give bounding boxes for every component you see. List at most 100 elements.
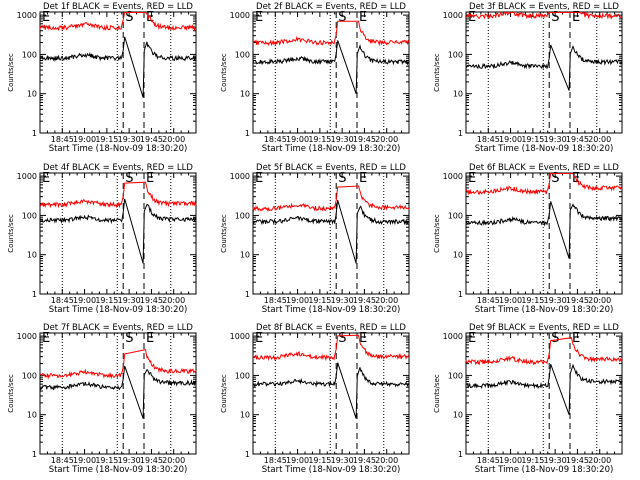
y-tick-label: 1000 [17, 172, 37, 181]
marker-e: E [42, 331, 50, 346]
series-lld-line [39, 349, 197, 380]
x-tick-label: 20:00 [375, 135, 398, 144]
x-axis-label: Start Time (18-Nov-09 18:30:20) [475, 465, 614, 475]
y-tick-label: 10 [453, 411, 463, 420]
y-tick-label: 100 [235, 50, 250, 59]
y-tick-label: 1 [458, 129, 463, 138]
y-tick-label: 1 [32, 129, 37, 138]
y-tick-label: 1000 [443, 11, 463, 20]
x-tick-label: 19:00 [286, 135, 309, 144]
panel-det-6: Det 6f BLACK = Events, RED = LLD 1 10 100 10… [433, 163, 623, 315]
x-tick-label: 19:30 [331, 456, 354, 465]
y-axis-label: Counts/sec [220, 214, 228, 253]
panel-det-4: Det 4f BLACK = Events, RED = LLD 1 10 100 10… [7, 163, 197, 315]
y-tick-label: 1 [32, 290, 37, 299]
y-tick-label: 1 [458, 290, 463, 299]
x-tick-label: 18:45 [264, 456, 287, 465]
y-axis-label: Counts/sec [220, 374, 228, 413]
marker-e: E [42, 171, 50, 186]
panel-det-9: Det 9f BLACK = Events, RED = LLD 1 10 100 10… [433, 323, 623, 475]
y-tick-label: 1000 [443, 332, 463, 341]
panel-det-5: Det 5f BLACK = Events, RED = LLD 1 10 100 10… [220, 163, 410, 315]
x-tick-label: 19:45 [140, 135, 163, 144]
panel-title: Det 5f BLACK = Events, RED = LLD [256, 163, 406, 173]
panel-det-7: Det 7f BLACK = Events, RED = LLD 1 10 100 10… [7, 323, 197, 475]
x-tick-label: 19:00 [499, 135, 522, 144]
series-events-line [465, 363, 623, 415]
x-axis-label: Start Time (18-Nov-09 18:30:20) [262, 305, 401, 315]
y-tick-label: 100 [448, 371, 463, 380]
y-axis-label: Counts/sec [7, 53, 15, 92]
panel-det-3: Det 3f BLACK = Events, RED = LLD 1 10 100 10… [433, 2, 623, 154]
series-events-line [465, 44, 623, 91]
x-tick-label: 19:15 [95, 456, 118, 465]
y-axis-label: Counts/sec [433, 374, 441, 413]
x-tick-label: 18:45 [477, 296, 500, 305]
panel-title: Det 9f BLACK = Events, RED = LLD [469, 323, 619, 333]
panel-title: Det 7f BLACK = Events, RED = LLD [43, 323, 193, 333]
series-events-line [252, 362, 410, 419]
panel-det-8: Det 8f BLACK = Events, RED = LLD 1 10 100 10… [220, 323, 410, 475]
x-tick-label: 19:00 [499, 456, 522, 465]
marker-e: E [146, 171, 154, 186]
marker-e: E [359, 10, 367, 25]
y-tick-label: 1000 [17, 11, 37, 20]
x-tick-label: 19:45 [140, 296, 163, 305]
x-tick-label: 18:45 [264, 135, 287, 144]
series-lld-line [39, 12, 197, 32]
x-tick-label: 19:00 [73, 456, 96, 465]
plot-frame [465, 11, 623, 134]
y-tick-label: 1000 [230, 172, 250, 181]
x-tick-label: 19:30 [118, 296, 141, 305]
plot-frame [465, 172, 623, 295]
y-tick-label: 10 [27, 251, 37, 260]
x-tick-label: 19:15 [521, 296, 544, 305]
x-tick-label: 19:15 [95, 135, 118, 144]
plot-frame [39, 11, 197, 134]
x-axis-label: Start Time (18-Nov-09 18:30:20) [49, 305, 188, 315]
x-tick-label: 19:45 [566, 296, 589, 305]
x-tick-label: 20:00 [162, 296, 185, 305]
marker-e: E [572, 10, 580, 25]
y-tick-label: 1000 [443, 172, 463, 181]
marker-s: S [338, 10, 346, 25]
x-tick-label: 19:00 [286, 296, 309, 305]
marker-s: S [551, 10, 559, 25]
series-events-line [39, 36, 197, 98]
x-tick-label: 19:45 [566, 135, 589, 144]
x-tick-label: 19:15 [95, 296, 118, 305]
marker-s: S [551, 331, 559, 346]
x-tick-label: 19:45 [140, 456, 163, 465]
series-lld-line [252, 20, 410, 47]
y-tick-label: 1 [245, 129, 250, 138]
panel-title: Det 8f BLACK = Events, RED = LLD [256, 323, 406, 333]
x-tick-label: 19:30 [544, 135, 567, 144]
x-tick-label: 19:00 [499, 296, 522, 305]
marker-e: E [468, 171, 476, 186]
series-lld-line [465, 11, 623, 20]
series-lld-line [252, 334, 410, 362]
marker-e: E [255, 10, 263, 25]
y-tick-label: 10 [240, 251, 250, 260]
plot-frame [39, 332, 197, 455]
x-tick-label: 19:15 [308, 296, 331, 305]
y-tick-label: 100 [448, 50, 463, 59]
marker-s: S [338, 171, 346, 186]
x-axis-label: Start Time (18-Nov-09 18:30:20) [475, 144, 614, 154]
y-tick-label: 10 [240, 90, 250, 99]
panel-title: Det 4f BLACK = Events, RED = LLD [43, 163, 193, 173]
series-events-line [39, 198, 197, 264]
marker-s: S [125, 331, 133, 346]
series-events-line [252, 40, 410, 94]
y-tick-label: 100 [22, 211, 37, 220]
panel-det-2: Det 2f BLACK = Events, RED = LLD 1 10 100 10… [220, 2, 410, 154]
marker-s: S [551, 171, 559, 186]
x-tick-label: 20:00 [375, 296, 398, 305]
plot-frame [252, 172, 410, 295]
x-tick-label: 19:15 [308, 135, 331, 144]
panel-det-1: Det 1f BLACK = Events, RED = LLD 1 10 100 10… [7, 2, 197, 154]
x-tick-label: 18:45 [477, 135, 500, 144]
y-tick-label: 100 [235, 371, 250, 380]
marker-e: E [468, 331, 476, 346]
marker-e: E [468, 10, 476, 25]
